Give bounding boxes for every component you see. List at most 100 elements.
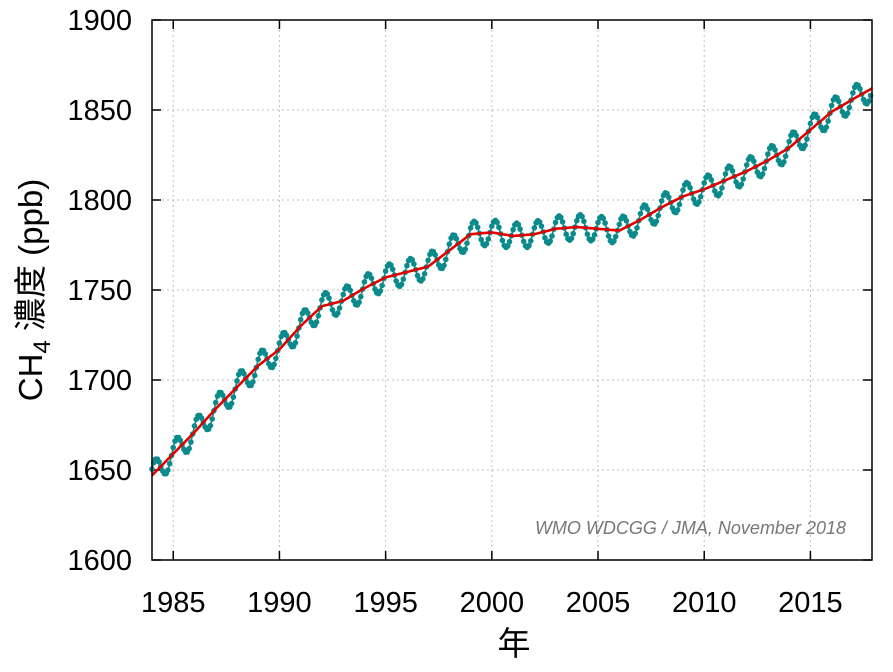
monthly-point <box>653 218 660 225</box>
monthly-point <box>335 310 341 316</box>
monthly-point <box>191 423 198 429</box>
monthly-point <box>209 416 215 422</box>
monthly-point <box>220 392 226 399</box>
monthly-point <box>379 282 385 289</box>
monthly-point <box>814 114 821 121</box>
monthly-point <box>552 219 559 226</box>
x-tick-label: 2010 <box>672 587 737 619</box>
monthly-point <box>313 319 320 325</box>
monthly-point <box>517 226 523 232</box>
monthly-point <box>483 241 490 247</box>
monthly-point <box>526 242 532 249</box>
monthly-point <box>574 217 580 224</box>
monthly-point <box>708 177 715 183</box>
monthly-point <box>666 194 672 201</box>
monthly-point <box>559 219 566 225</box>
monthly-point <box>276 340 283 346</box>
monthly-point <box>589 236 596 243</box>
monthly-point <box>421 271 428 277</box>
monthly-point <box>382 268 389 274</box>
monthly-point <box>510 226 516 233</box>
monthly-point <box>866 98 872 104</box>
monthly-point <box>234 378 240 384</box>
y-axis-title-suffix: 濃度 (ppb) <box>12 179 49 340</box>
monthly-point <box>166 460 173 467</box>
monthly-point <box>674 207 681 213</box>
monthly-point <box>207 422 214 429</box>
monthly-point <box>616 221 623 228</box>
monthly-point <box>283 332 290 339</box>
monthly-point <box>324 291 331 297</box>
monthly-point <box>850 90 856 96</box>
y-tick-label: 1600 <box>67 545 132 577</box>
monthly-point <box>644 206 651 213</box>
monthly-point <box>719 185 725 191</box>
x-tick-label: 2005 <box>566 587 631 619</box>
monthly-point <box>462 246 469 252</box>
monthly-point <box>584 231 591 237</box>
monthly-point <box>319 297 325 303</box>
x-tick-labels: 1985 1990 1995 2000 2005 2010 2015 <box>141 587 843 619</box>
monthly-point <box>687 184 693 191</box>
monthly-point <box>581 218 587 225</box>
monthly-point <box>828 102 835 109</box>
monthly-point <box>388 262 394 268</box>
monthly-point <box>400 276 407 283</box>
monthly-point <box>743 162 750 168</box>
monthly-point <box>570 230 576 237</box>
monthly-point <box>680 187 686 193</box>
monthly-point <box>340 291 347 298</box>
monthly-point <box>489 223 495 229</box>
monthly-point <box>591 232 598 238</box>
monthly-series <box>149 81 874 477</box>
monthly-point <box>538 223 545 229</box>
monthly-point <box>857 86 863 92</box>
monthly-point <box>273 355 279 362</box>
monthly-point <box>414 272 421 279</box>
monthly-point <box>655 212 661 219</box>
monthly-point <box>729 168 736 174</box>
monthly-point <box>474 224 481 231</box>
monthly-point <box>825 118 831 124</box>
monthly-point <box>177 437 184 444</box>
monthly-point <box>494 219 500 226</box>
monthly-point <box>740 176 746 182</box>
monthly-point <box>404 262 410 269</box>
y-axis-title-subscript: 4 <box>29 340 56 353</box>
monthly-point <box>496 224 502 231</box>
monthly-point <box>411 261 417 267</box>
y-axis-title: CH4 濃度 (ppb) <box>12 179 56 401</box>
monthly-point <box>499 237 506 244</box>
monthly-point <box>432 252 439 258</box>
monthly-point <box>305 310 311 316</box>
monthly-point <box>602 220 608 226</box>
x-tick-label: 2015 <box>778 587 843 619</box>
source-credit: WMO WDCGG / JMA, November 2018 <box>535 518 846 538</box>
monthly-point <box>563 231 569 237</box>
monthly-point <box>697 193 704 200</box>
monthly-point <box>605 233 612 239</box>
monthly-point <box>294 333 300 340</box>
monthly-point <box>358 293 364 300</box>
monthly-point <box>717 190 723 197</box>
monthly-point <box>520 238 527 245</box>
monthly-point <box>250 379 256 385</box>
monthly-point <box>701 180 707 186</box>
monthly-point <box>485 236 492 242</box>
monthly-point <box>368 275 375 282</box>
monthly-point <box>722 171 729 177</box>
y-axis-title-prefix: CH <box>12 354 49 402</box>
monthly-point <box>165 467 171 473</box>
monthly-point <box>751 158 757 165</box>
y-tick-label: 1650 <box>67 455 132 487</box>
monthly-point <box>807 120 814 127</box>
monthly-point <box>772 147 778 153</box>
x-axis-title: 年 <box>498 625 531 662</box>
grid <box>152 19 872 561</box>
monthly-point <box>595 219 601 226</box>
monthly-point <box>446 241 453 247</box>
monthly-point <box>297 316 304 323</box>
monthly-point <box>612 233 619 240</box>
monthly-point <box>188 439 194 445</box>
